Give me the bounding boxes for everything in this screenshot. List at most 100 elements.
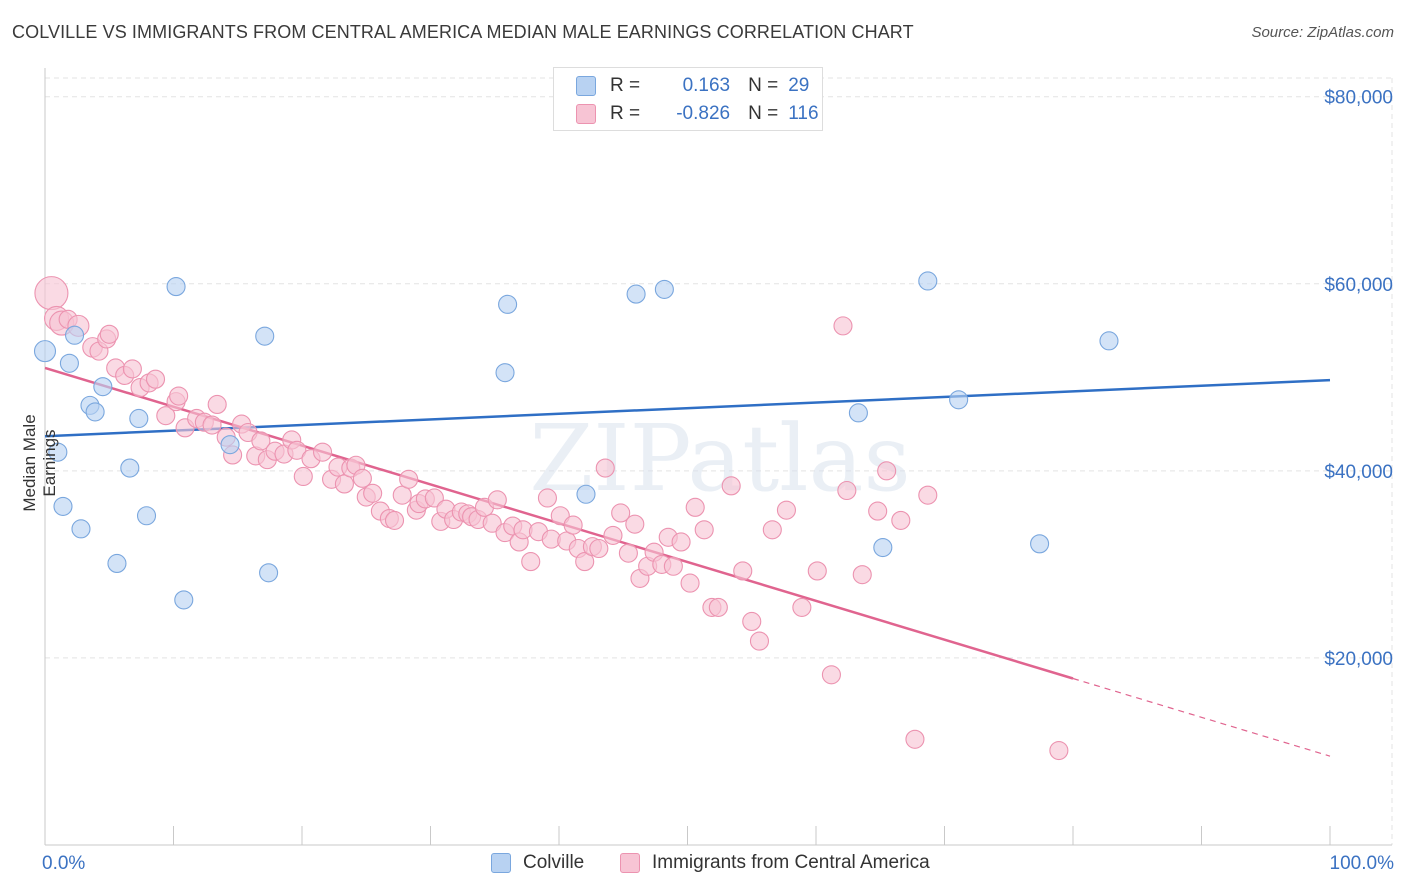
- legend-r-value: -0.826: [676, 103, 731, 124]
- immigrant-point: [399, 469, 419, 489]
- immigrant-point: [733, 561, 753, 581]
- colville-point: [48, 442, 68, 462]
- immigrant-point: [352, 468, 372, 488]
- x-tick-label: 100.0%: [1330, 853, 1395, 874]
- colville-point: [873, 538, 893, 558]
- legend-n-label: N =: [748, 103, 779, 124]
- legend-n-value: 29: [788, 75, 810, 96]
- immigrant-point: [287, 440, 307, 460]
- immigrant-point: [891, 510, 911, 530]
- immigrant-point: [487, 490, 507, 510]
- immigrant-point: [821, 665, 841, 685]
- colville-point: [53, 496, 73, 516]
- colville-point: [220, 435, 240, 455]
- immigrant-point: [251, 431, 271, 451]
- immigrant-point: [563, 515, 583, 535]
- immigrant-point: [482, 513, 502, 533]
- immigrant-point: [721, 476, 741, 496]
- colville-point: [498, 294, 518, 314]
- immigrant-point: [603, 525, 623, 545]
- immigrant-point: [694, 520, 714, 540]
- legend-row-immigrants: R = -0.826 N = 116: [576, 100, 819, 128]
- immigrant-point: [550, 506, 570, 526]
- colville-point: [918, 271, 938, 291]
- colville-point: [495, 363, 515, 383]
- immigrant-point: [680, 573, 700, 593]
- immigrant-point: [671, 532, 691, 552]
- colville-point: [1099, 331, 1119, 351]
- legend-n-label: N =: [748, 75, 779, 96]
- colville-point: [576, 484, 596, 504]
- legend-r-label: R =: [610, 103, 641, 124]
- immigrant-point: [868, 501, 888, 521]
- data-points: [33, 271, 1119, 761]
- immigrant-point: [589, 538, 609, 559]
- immigrant-point: [776, 500, 796, 520]
- immigrant-point: [625, 514, 645, 534]
- immigrant-point: [685, 497, 705, 517]
- y-tick-label: $80,000: [1324, 88, 1393, 109]
- immigrant-point: [852, 565, 872, 585]
- immigrant-point: [611, 503, 631, 523]
- legend-row-colville: R = 0.163 N = 29: [576, 72, 809, 100]
- immigrant-point: [918, 485, 938, 505]
- colville-point: [255, 326, 275, 346]
- immigrant-point: [877, 461, 897, 481]
- immigrant-point: [595, 458, 615, 478]
- colville-point: [259, 563, 279, 583]
- immigrant-point: [392, 485, 412, 505]
- immigrant-point: [293, 466, 313, 487]
- immigrant-point: [424, 488, 444, 508]
- colville-point: [136, 506, 157, 526]
- immigrant-point: [663, 556, 683, 576]
- colville-point: [85, 402, 105, 422]
- immigrant-point: [905, 729, 925, 749]
- colville-point: [626, 284, 646, 304]
- colville-point: [120, 458, 140, 478]
- legend-n-value: 116: [788, 103, 819, 124]
- immigrant-point: [202, 415, 222, 435]
- bottom-legend-colville: Colville: [491, 852, 584, 874]
- colville-point: [129, 408, 149, 429]
- immigrant-point: [762, 520, 782, 540]
- colville-point: [949, 390, 969, 410]
- colville-point: [71, 519, 91, 539]
- chart-title: COLVILLE VS IMMIGRANTS FROM CENTRAL AMER…: [12, 22, 914, 42]
- immigrant-point: [122, 359, 142, 379]
- immigrants-trend-line-extension: [1072, 677, 1331, 757]
- immigrant-point: [156, 406, 176, 426]
- colville-point: [65, 325, 85, 345]
- immigrant-point: [749, 631, 770, 651]
- immigrant-point: [618, 543, 638, 563]
- y-tick-label: $20,000: [1324, 649, 1393, 670]
- gridlines: [45, 77, 1393, 845]
- bottom-legend-label: Colville: [523, 852, 585, 873]
- bottom-legend-swatch-blue: [491, 853, 511, 873]
- immigrant-point: [792, 597, 812, 617]
- y-tick-label: $60,000: [1324, 275, 1393, 296]
- legend-swatch-blue: [576, 76, 596, 96]
- immigrant-point: [708, 597, 728, 617]
- immigrant-point: [169, 386, 189, 406]
- immigrant-point: [742, 611, 762, 631]
- colville-trend-line: [44, 378, 1331, 438]
- colville-point: [174, 590, 194, 610]
- immigrant-point: [313, 442, 333, 462]
- bottom-legend-immigrants: Immigrants from Central America: [620, 852, 930, 874]
- immigrant-point: [833, 316, 853, 336]
- colville-point: [33, 340, 57, 363]
- immigrant-point: [537, 488, 557, 508]
- immigrant-point: [34, 276, 69, 311]
- immigrant-point: [384, 510, 405, 530]
- legend-r-value: 0.163: [682, 75, 731, 96]
- source-credit: Source: ZipAtlas.com: [1251, 24, 1394, 41]
- bottom-legend-label: Immigrants from Central America: [652, 852, 930, 873]
- axes: [44, 68, 1392, 846]
- colville-point: [848, 403, 868, 423]
- immigrant-point: [837, 480, 857, 501]
- colville-point: [1030, 534, 1050, 554]
- immigrant-point: [145, 369, 166, 389]
- correlation-legend: R = 0.163 N = 29 R = -0.826 N = 116: [553, 67, 823, 131]
- y-axis-label: Median Male Earnings: [20, 414, 59, 512]
